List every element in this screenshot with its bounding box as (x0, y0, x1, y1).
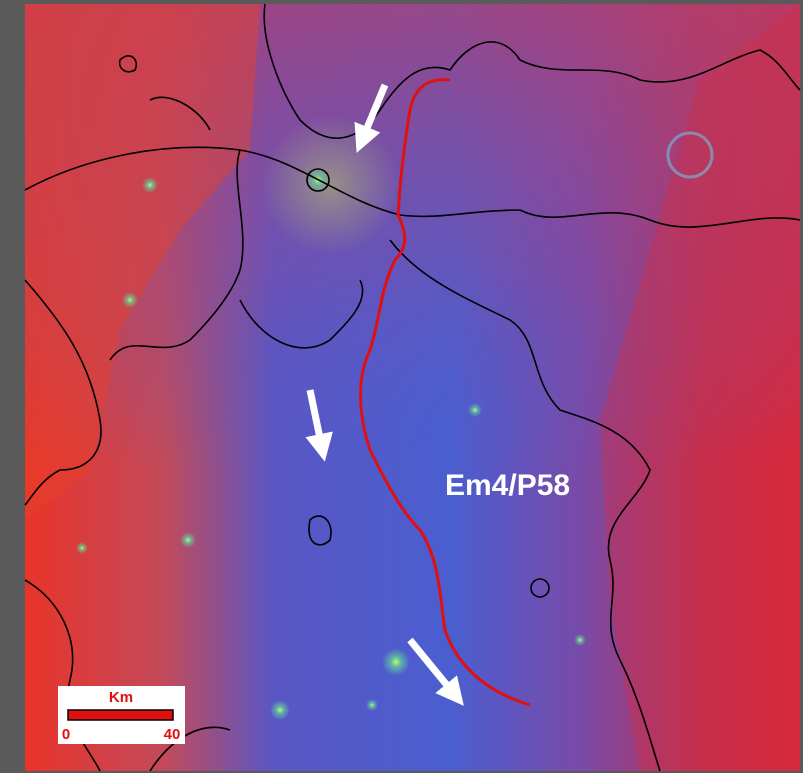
image (25, 4, 800, 771)
map-figure: Em4/P58 Km 0 40 (0, 0, 803, 773)
map-label: Em4/P58 (445, 469, 570, 502)
scale-unit: Km (109, 689, 133, 706)
scale-max: 40 (164, 726, 181, 743)
scale-bar: Km 0 40 (58, 686, 185, 744)
page: {"map_label": "Em4/P58", "scale_bar": {"… (0, 0, 803, 773)
scale-min: 0 (62, 726, 70, 743)
